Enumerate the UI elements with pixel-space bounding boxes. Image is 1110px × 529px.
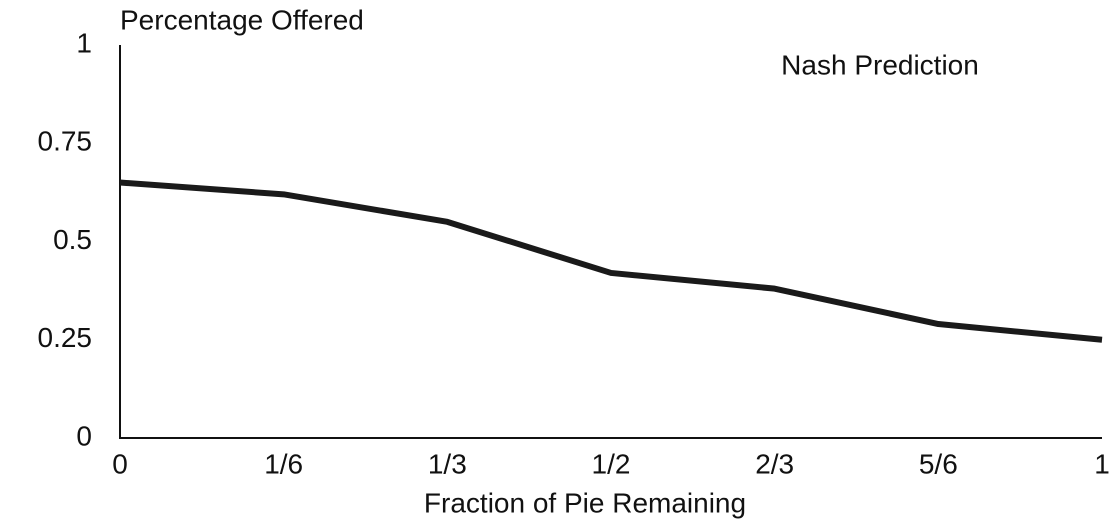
x-tick-label: 1/2 [592, 448, 631, 479]
x-tick-label: 0 [112, 448, 128, 479]
x-tick-label: 5/6 [919, 448, 958, 479]
line [119, 179, 1103, 343]
series-label: Nash Prediction [781, 49, 979, 80]
y-tick-label: 0.5 [53, 224, 92, 255]
chart-title: Percentage Offered [120, 4, 364, 35]
x-tick-label: 1/6 [264, 448, 303, 479]
y-tick-label: 0.75 [38, 126, 93, 157]
y-tick-label: 0 [76, 420, 92, 451]
y-tick-label: 1 [76, 27, 92, 58]
x-axis-label: Fraction of Pie Remaining [424, 487, 746, 518]
x-tick-label: 1 [1094, 448, 1110, 479]
y-tick-label: 0.25 [38, 322, 93, 353]
x-tick-label: 1/3 [428, 448, 467, 479]
x-tick-label: 2/3 [755, 448, 794, 479]
